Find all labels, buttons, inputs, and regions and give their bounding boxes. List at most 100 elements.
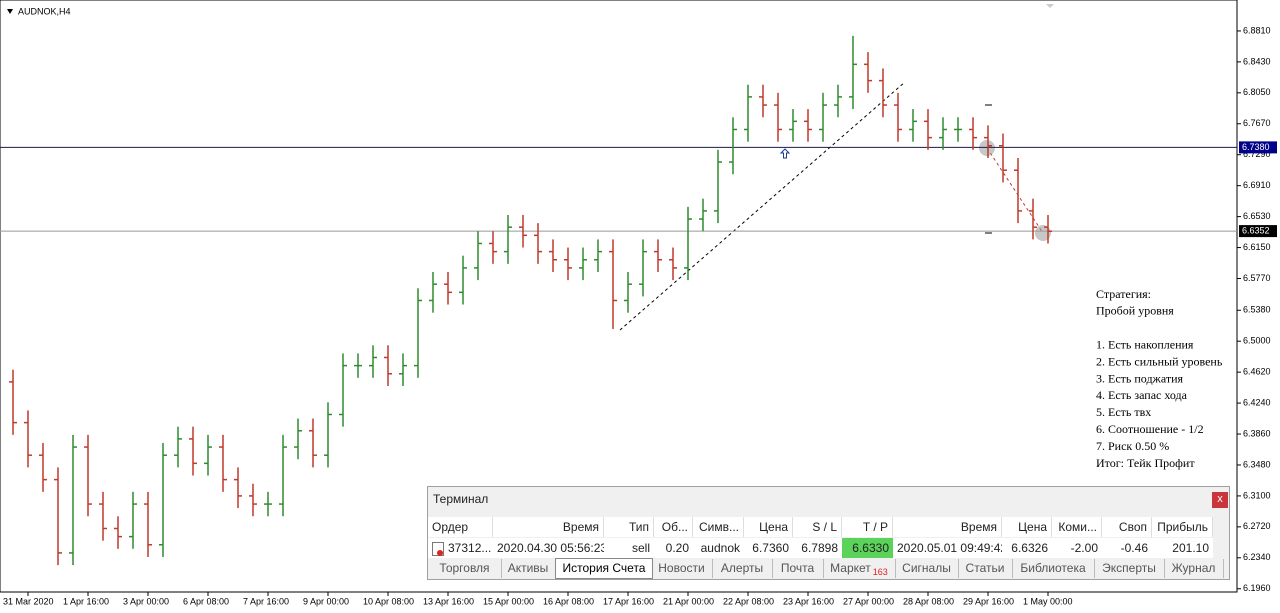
x-tick-label: 23 Apr 16:00: [783, 596, 834, 606]
y-tick-label: 6.7290: [1243, 149, 1271, 159]
price-label-box: [1239, 141, 1277, 154]
column-header[interactable]: Цена: [744, 517, 793, 537]
strategy-note: 5. Есть твх: [1096, 405, 1151, 419]
up-arrow: [779, 148, 791, 159]
y-tick-label: 6.5770: [1243, 273, 1271, 283]
column-header[interactable]: Прибыль: [1152, 517, 1213, 537]
column-header[interactable]: Ордер: [428, 517, 493, 537]
row-cell[interactable]: 6.6330: [842, 538, 893, 558]
column-header[interactable]: T / P: [842, 517, 893, 537]
tab[interactable]: Активы: [501, 559, 556, 578]
x-tick-label: 3 Apr 00:00: [123, 596, 169, 606]
row-cell[interactable]: -2.00: [1052, 538, 1102, 558]
column-header[interactable]: S / L: [793, 517, 842, 537]
strategy-note: Пробой уровня: [1096, 304, 1174, 318]
y-tick-label: 6.3860: [1243, 428, 1271, 438]
x-tick-label: 1 May 00:00: [1023, 596, 1073, 606]
entry-marker: [979, 140, 995, 156]
tab-badge: 163: [872, 567, 888, 578]
y-tick-label: 6.7670: [1243, 118, 1271, 128]
x-tick-label: 22 Apr 08:00: [723, 596, 774, 606]
strategy-note: 7. Риск 0.50 %: [1096, 439, 1169, 453]
row-cell[interactable]: 6.6326: [1002, 538, 1052, 558]
y-tick-label: 6.8810: [1243, 25, 1271, 35]
tab[interactable]: История Счета: [555, 558, 653, 579]
row-cell[interactable]: 2020.05.01 09:49:42: [893, 538, 1002, 558]
x-tick-label: 21 Apr 00:00: [663, 596, 714, 606]
price-label: 6.7380: [1242, 142, 1270, 152]
column-header[interactable]: Коми...: [1052, 517, 1102, 537]
row-cell[interactable]: 2020.04.30 05:56:23: [493, 538, 604, 558]
x-tick-label: 13 Apr 16:00: [423, 596, 474, 606]
exit-marker: [1035, 225, 1051, 241]
row-cell[interactable]: 0.20: [654, 538, 693, 558]
y-tick-label: 6.6530: [1243, 211, 1271, 221]
x-tick-label: 1 Apr 16:00: [63, 596, 109, 606]
row-cell[interactable]: 6.7360: [744, 538, 793, 558]
column-header[interactable]: Об...: [654, 517, 693, 537]
strategy-note: 1. Есть накопления: [1096, 337, 1194, 351]
x-tick-label: 7 Apr 16:00: [243, 596, 289, 606]
column-header[interactable]: Своп: [1102, 517, 1152, 537]
y-tick-label: 6.5000: [1243, 336, 1271, 346]
terminal-title: Терминал: [433, 492, 489, 506]
close-button[interactable]: x: [1212, 492, 1228, 508]
strategy-note: Итог: Тейк Профит: [1096, 456, 1195, 470]
row-cell[interactable]: 201.10: [1152, 538, 1213, 558]
strategy-note: 6. Соотношение - 1/2: [1096, 422, 1204, 436]
x-tick-label: 27 Apr 00:00: [843, 596, 894, 606]
price-label: 6.6352: [1242, 225, 1270, 235]
x-tick-label: 31 Mar 2020: [3, 596, 54, 606]
symbol-menu[interactable]: [7, 9, 13, 14]
tab[interactable]: Почта: [772, 559, 824, 578]
x-tick-label: 10 Apr 08:00: [363, 596, 414, 606]
collapse-marker: [1046, 4, 1054, 8]
row-cell[interactable]: -0.46: [1102, 538, 1152, 558]
chart-title: AUDNOK,H4: [18, 6, 71, 16]
tab[interactable]: Новости: [651, 559, 713, 578]
x-tick-label: 6 Apr 08:00: [183, 596, 229, 606]
column-header[interactable]: Тип: [604, 517, 654, 537]
terminal: Терминал x Ордер 37312... Время 2020.04.30 …: [427, 486, 1230, 580]
trend-line: [619, 81, 906, 331]
order-icon-dot: [437, 550, 443, 556]
tab[interactable]: Журнал: [1164, 559, 1224, 578]
tab[interactable]: Алерты: [712, 559, 773, 578]
price-label-box: [1239, 225, 1277, 238]
x-tick-label: 28 Apr 08:00: [903, 596, 954, 606]
x-tick-label: 9 Apr 00:00: [303, 596, 349, 606]
column-header[interactable]: Цена: [1002, 517, 1052, 537]
tab[interactable]: Эксперты: [1094, 559, 1165, 578]
y-tick-label: 6.8430: [1243, 56, 1271, 66]
x-tick-label: 17 Apr 16:00: [603, 596, 654, 606]
row-cell[interactable]: sell: [604, 538, 654, 558]
tab[interactable]: Статьи: [958, 559, 1013, 578]
row-cell[interactable]: 37312...: [428, 538, 493, 558]
y-tick-label: 6.2340: [1243, 552, 1271, 562]
column-header[interactable]: Время: [893, 517, 1002, 537]
row-cell[interactable]: audnok: [693, 538, 744, 558]
y-tick-label: 6.6150: [1243, 242, 1271, 252]
strategy-note: 3. Есть поджатия: [1096, 371, 1184, 385]
row-cell[interactable]: 6.7898: [793, 538, 842, 558]
y-tick-label: 6.4620: [1243, 367, 1271, 377]
x-tick-label: 16 Apr 08:00: [543, 596, 594, 606]
y-tick-label: 6.8050: [1243, 87, 1271, 97]
tab[interactable]: Библиотека: [1012, 559, 1095, 578]
y-tick-label: 6.2720: [1243, 521, 1271, 531]
y-tick-label: 6.3100: [1243, 490, 1271, 500]
column-header[interactable]: Симв...: [693, 517, 744, 537]
tab[interactable]: Маркет 163: [823, 559, 896, 578]
x-tick-label: 15 Apr 00:00: [483, 596, 534, 606]
strategy-note: 4. Есть запас хода: [1096, 388, 1188, 402]
y-tick-label: 6.4240: [1243, 397, 1271, 407]
strategy-note: Стратегия:: [1096, 287, 1151, 301]
column-header[interactable]: Время: [493, 517, 604, 537]
tab[interactable]: Сигналы: [895, 559, 959, 578]
strategy-note: 2. Есть сильный уровень: [1096, 354, 1223, 368]
y-tick-label: 6.5380: [1243, 305, 1271, 315]
y-tick-label: 6.1960: [1243, 583, 1271, 593]
tab[interactable]: Торговля: [428, 559, 502, 578]
x-tick-label: 29 Apr 16:00: [963, 596, 1014, 606]
